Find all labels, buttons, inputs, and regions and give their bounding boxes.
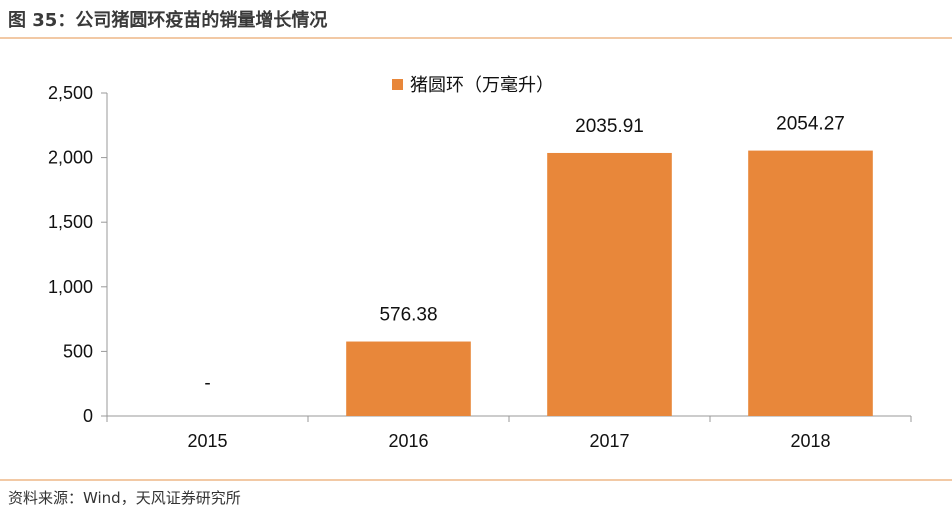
bar (748, 150, 873, 416)
x-tick-label: 2017 (589, 431, 629, 451)
y-tick-label: 0 (83, 406, 93, 426)
x-tick-label: 2018 (790, 431, 830, 451)
source-note: 资料来源：Wind，天风证券研究所 (8, 489, 241, 507)
bars (346, 150, 873, 416)
legend: 猪圆环（万毫升） (392, 75, 554, 95)
x-tick-label: 2016 (388, 431, 428, 451)
legend-label: 猪圆环（万毫升） (410, 75, 554, 95)
y-tick-label: 2,500 (48, 83, 93, 103)
data-label: 2054.27 (776, 114, 845, 135)
y-axis: 0 500 1,000 1,500 2,000 2,500 (48, 83, 108, 426)
top-divider (0, 37, 952, 39)
data-label: - (204, 373, 210, 394)
legend-swatch (392, 79, 403, 90)
data-label: 576.38 (379, 305, 437, 326)
bar (547, 152, 672, 416)
chart-title: 图 35：公司猪圆环疫苗的销量增长情况 (8, 10, 328, 31)
y-tick-label: 1,000 (48, 277, 93, 297)
bar (346, 341, 471, 416)
bottom-divider (0, 479, 952, 481)
data-labels: - 576.38 2035.91 2054.27 (204, 114, 845, 394)
data-label: 2035.91 (575, 116, 644, 137)
y-tick-label: 500 (63, 341, 93, 361)
y-tick-label: 2,000 (48, 148, 93, 168)
x-tick-label: 2015 (187, 431, 227, 451)
y-tick-label: 1,500 (48, 212, 93, 232)
x-axis: 2015 2016 2017 2018 (106, 415, 912, 451)
